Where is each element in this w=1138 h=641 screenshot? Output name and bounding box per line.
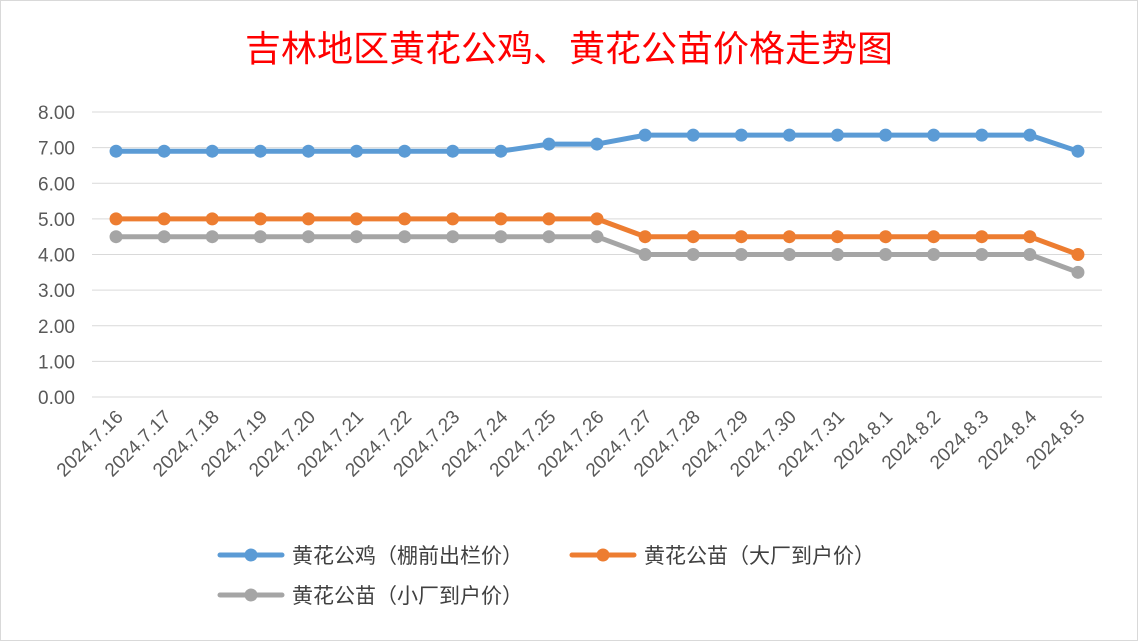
data-point: [109, 212, 123, 226]
y-tick-label: 5.00: [38, 210, 75, 231]
data-point: [782, 128, 796, 142]
legend-label: 黄花公鸡（棚前出栏价）: [292, 544, 523, 568]
data-point: [494, 144, 508, 158]
data-point: [590, 230, 604, 244]
data-point: [253, 144, 267, 158]
data-point: [734, 230, 748, 244]
data-point: [301, 144, 315, 158]
data-point: [205, 144, 219, 158]
data-point: [830, 230, 844, 244]
data-point: [109, 230, 123, 244]
legend-item: 黄花公苗（大厂到户价）: [569, 544, 875, 568]
data-point: [686, 248, 700, 261]
legend-item: 黄花公鸡（棚前出栏价）: [217, 544, 523, 568]
data-point: [109, 144, 123, 158]
data-point: [734, 128, 748, 142]
data-point: [927, 230, 941, 244]
data-point: [638, 128, 652, 142]
data-point: [686, 128, 700, 142]
legend-swatch-marker: [244, 548, 258, 562]
data-point: [446, 212, 460, 226]
legend-swatch-marker: [244, 588, 258, 602]
data-point: [398, 212, 412, 226]
legend-swatch-marker: [596, 548, 610, 562]
y-tick-label: 8.00: [38, 103, 75, 124]
data-point: [253, 212, 267, 226]
data-point: [879, 128, 893, 142]
data-point: [350, 144, 364, 158]
data-point: [398, 144, 412, 158]
legend-item: 黄花公苗（小厂到户价）: [217, 584, 523, 608]
data-point: [686, 230, 700, 244]
data-point: [205, 230, 219, 244]
data-point: [157, 144, 171, 158]
data-point: [494, 230, 508, 244]
data-point: [927, 248, 941, 261]
legend-label: 黄花公苗（大厂到户价）: [644, 544, 875, 568]
data-point: [1023, 128, 1037, 142]
chart-title: 吉林地区黄花公鸡、黄花公苗价格走势图: [245, 29, 893, 70]
y-tick-label: 7.00: [38, 139, 75, 160]
y-axis-ticks: 0.00 1.00 2.00 3.00 4.00 5.00 6.00 7.00 8.00: [38, 103, 75, 409]
y-tick-label: 0.00: [38, 388, 75, 409]
data-point: [927, 128, 941, 142]
data-point: [350, 212, 364, 226]
data-point: [398, 230, 412, 244]
data-point: [590, 212, 604, 226]
data-point: [350, 230, 364, 244]
data-point: [879, 230, 893, 244]
data-point: [590, 137, 604, 151]
data-point: [879, 248, 893, 261]
series-2: [109, 212, 1085, 261]
data-point: [1071, 265, 1085, 279]
data-point: [446, 230, 460, 244]
data-point: [638, 230, 652, 244]
data-point: [782, 248, 796, 261]
y-tick-label: 2.00: [38, 317, 75, 338]
series-3: [109, 230, 1085, 279]
series-1: [109, 128, 1085, 158]
data-point: [1071, 248, 1085, 261]
data-point: [975, 128, 989, 142]
data-point: [975, 230, 989, 244]
data-point: [1071, 144, 1085, 158]
data-point: [542, 137, 556, 151]
y-tick-label: 4.00: [38, 246, 75, 267]
data-point: [542, 212, 556, 226]
data-point: [253, 230, 267, 244]
y-tick-label: 6.00: [38, 174, 75, 195]
data-point: [301, 230, 315, 244]
x-axis-ticks: 2024.7.162024.7.172024.7.182024.7.192024…: [53, 406, 1090, 481]
data-point: [157, 230, 171, 244]
data-point: [638, 248, 652, 261]
data-point: [975, 248, 989, 261]
data-point: [830, 128, 844, 142]
y-tick-label: 1.00: [38, 352, 75, 373]
data-point: [301, 212, 315, 226]
legend-label: 黄花公苗（小厂到户价）: [292, 584, 523, 608]
data-point: [446, 144, 460, 158]
series-group: [109, 128, 1085, 279]
data-point: [734, 248, 748, 261]
data-point: [830, 248, 844, 261]
data-point: [205, 212, 219, 226]
data-point: [157, 212, 171, 226]
y-tick-label: 3.00: [38, 281, 75, 302]
data-point: [494, 212, 508, 226]
legend: 黄花公鸡（棚前出栏价） 黄花公苗（大厂到户价） 黄花公苗（小厂到户价）: [217, 544, 875, 608]
data-point: [782, 230, 796, 244]
data-point: [542, 230, 556, 244]
data-point: [1023, 230, 1037, 244]
data-point: [1023, 248, 1037, 261]
